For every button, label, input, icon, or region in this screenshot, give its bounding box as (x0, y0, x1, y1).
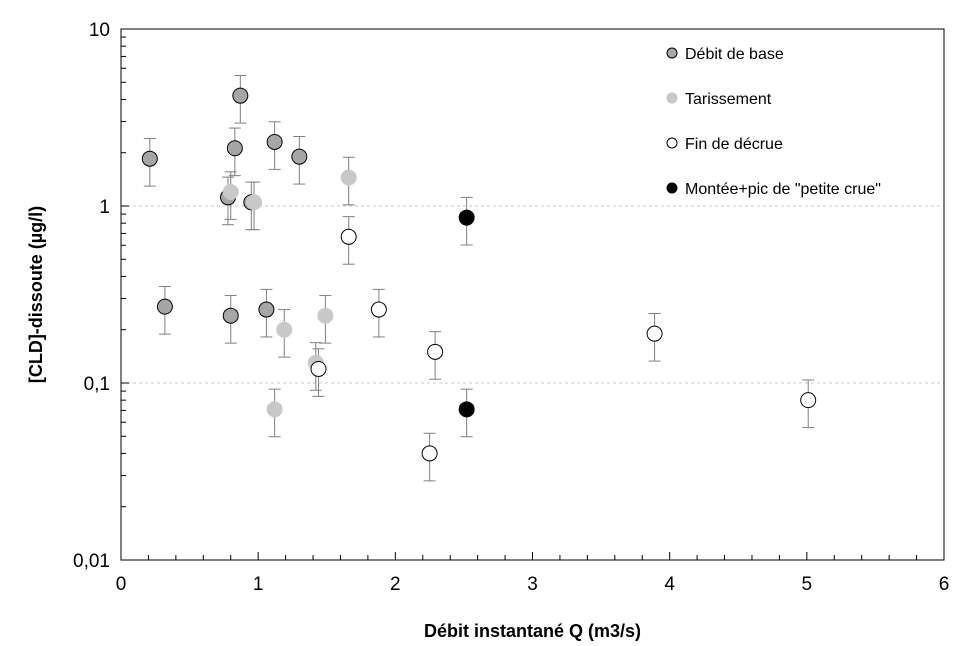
y-axis-ticks: 0,01 0,1 1 10 (73, 20, 129, 572)
data-point (266, 133, 283, 150)
plot-area-frame (120, 28, 945, 561)
legend-item: Montée+pic de "petite crue" (666, 181, 881, 198)
data-point (370, 301, 387, 318)
legend: Débit de base Tarissement Fin de décrue Mon… (666, 46, 881, 198)
legend-marker (666, 137, 678, 149)
data-point (310, 360, 327, 377)
x-tick-label: 3 (527, 574, 538, 595)
legend-label: Débit de base (685, 46, 784, 63)
legend-item: Fin de décrue (666, 136, 783, 153)
x-tick-label: 2 (390, 574, 401, 595)
data-point (141, 150, 158, 167)
data-point (800, 392, 817, 409)
data-point (340, 228, 357, 245)
x-tick-label: 0 (116, 574, 127, 595)
legend-marker (666, 92, 678, 104)
data-point (266, 401, 283, 418)
data-point (646, 325, 663, 342)
legend-marker (666, 182, 678, 194)
data-point (222, 307, 239, 324)
x-tick-label: 4 (664, 574, 675, 595)
data-point (226, 140, 243, 157)
data-point (276, 321, 293, 338)
y-tick-label: 10 (89, 20, 110, 41)
data-point (258, 301, 275, 318)
y-tick-label: 0,01 (73, 551, 110, 572)
data-points (141, 87, 817, 462)
y-tick-label: 1 (99, 197, 110, 218)
data-point (222, 183, 239, 200)
data-point (232, 87, 249, 104)
legend-item: Tarissement (666, 91, 772, 108)
data-point (156, 298, 173, 315)
gridlines (121, 205, 944, 384)
y-tick-label: 0,1 (84, 374, 110, 395)
data-point (458, 209, 475, 226)
x-tick-label: 1 (253, 574, 264, 595)
x-tick-label: 6 (939, 574, 950, 595)
legend-label: Tarissement (685, 91, 772, 108)
data-point (427, 343, 444, 360)
y-axis-title: [CLD]-dissoute (µg/l) (26, 206, 46, 383)
data-point (246, 194, 263, 211)
data-point (340, 169, 357, 186)
x-axis-ticks: 0 1 2 3 4 5 6 (116, 552, 950, 595)
x-tick-label: 5 (802, 574, 813, 595)
data-point (458, 401, 475, 418)
data-point (421, 445, 438, 462)
legend-label: Montée+pic de "petite crue" (685, 181, 881, 198)
data-point (291, 148, 308, 165)
x-axis-title: Débit instantané Q (m3/s) (424, 621, 641, 641)
legend-marker (666, 47, 678, 59)
legend-label: Fin de décrue (685, 136, 783, 153)
legend-item: Débit de base (666, 46, 784, 63)
data-point (317, 307, 334, 324)
